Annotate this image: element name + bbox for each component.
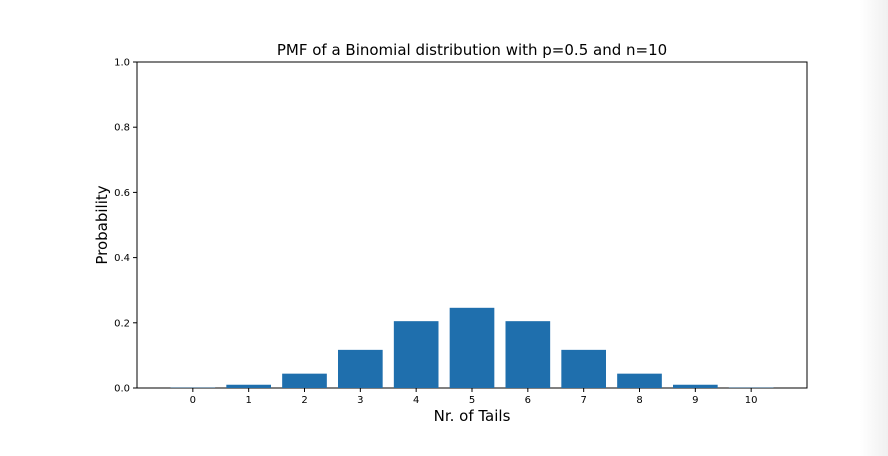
- x-tick-label-10: 10: [745, 395, 758, 406]
- x-tick-label-2: 2: [301, 395, 307, 406]
- x-axis-label: Nr. of Tails: [434, 407, 511, 425]
- y-axis: 0.0 0.2 0.4 0.6 0.8 1.0: [114, 58, 137, 395]
- bar-3: [338, 349, 383, 388]
- x-tick-label-1: 1: [245, 395, 251, 406]
- bar-2: [282, 373, 327, 388]
- plot-area: 0 1 2 3 4 5 6 7 8 9 10 0.0 0.2 0.4 0.6 0.8 1.0: [114, 58, 808, 406]
- bar-8: [617, 373, 662, 388]
- bar-5: [449, 307, 495, 388]
- bar-1: [226, 384, 271, 388]
- x-tick-label-0: 0: [190, 395, 196, 406]
- bar-7: [561, 349, 606, 388]
- x-tick-label-7: 7: [580, 395, 586, 406]
- x-tick-label-6: 6: [525, 395, 531, 406]
- bar-6: [505, 321, 551, 388]
- x-tick-label-8: 8: [636, 395, 642, 406]
- bar-4: [393, 321, 439, 388]
- x-axis: 0 1 2 3 4 5 6 7 8 9 10: [190, 388, 758, 406]
- y-tick-label-0.0: 0.0: [114, 384, 130, 395]
- bars: [170, 307, 774, 388]
- y-tick-label-0.8: 0.8: [114, 123, 130, 134]
- window-edge-shadow: [860, 0, 888, 456]
- y-axis-label: Probability: [93, 185, 111, 264]
- y-tick-label-1.0: 1.0: [114, 58, 130, 69]
- x-tick-label-9: 9: [692, 395, 698, 406]
- y-tick-label-0.4: 0.4: [114, 253, 130, 264]
- x-tick-label-5: 5: [469, 395, 475, 406]
- x-tick-label-4: 4: [413, 395, 419, 406]
- y-tick-label-0.6: 0.6: [114, 188, 130, 199]
- chart-title: PMF of a Binomial distribution with p=0.…: [277, 41, 667, 59]
- bar-9: [673, 384, 718, 388]
- y-tick-label-0.2: 0.2: [114, 318, 130, 329]
- x-tick-label-3: 3: [357, 395, 363, 406]
